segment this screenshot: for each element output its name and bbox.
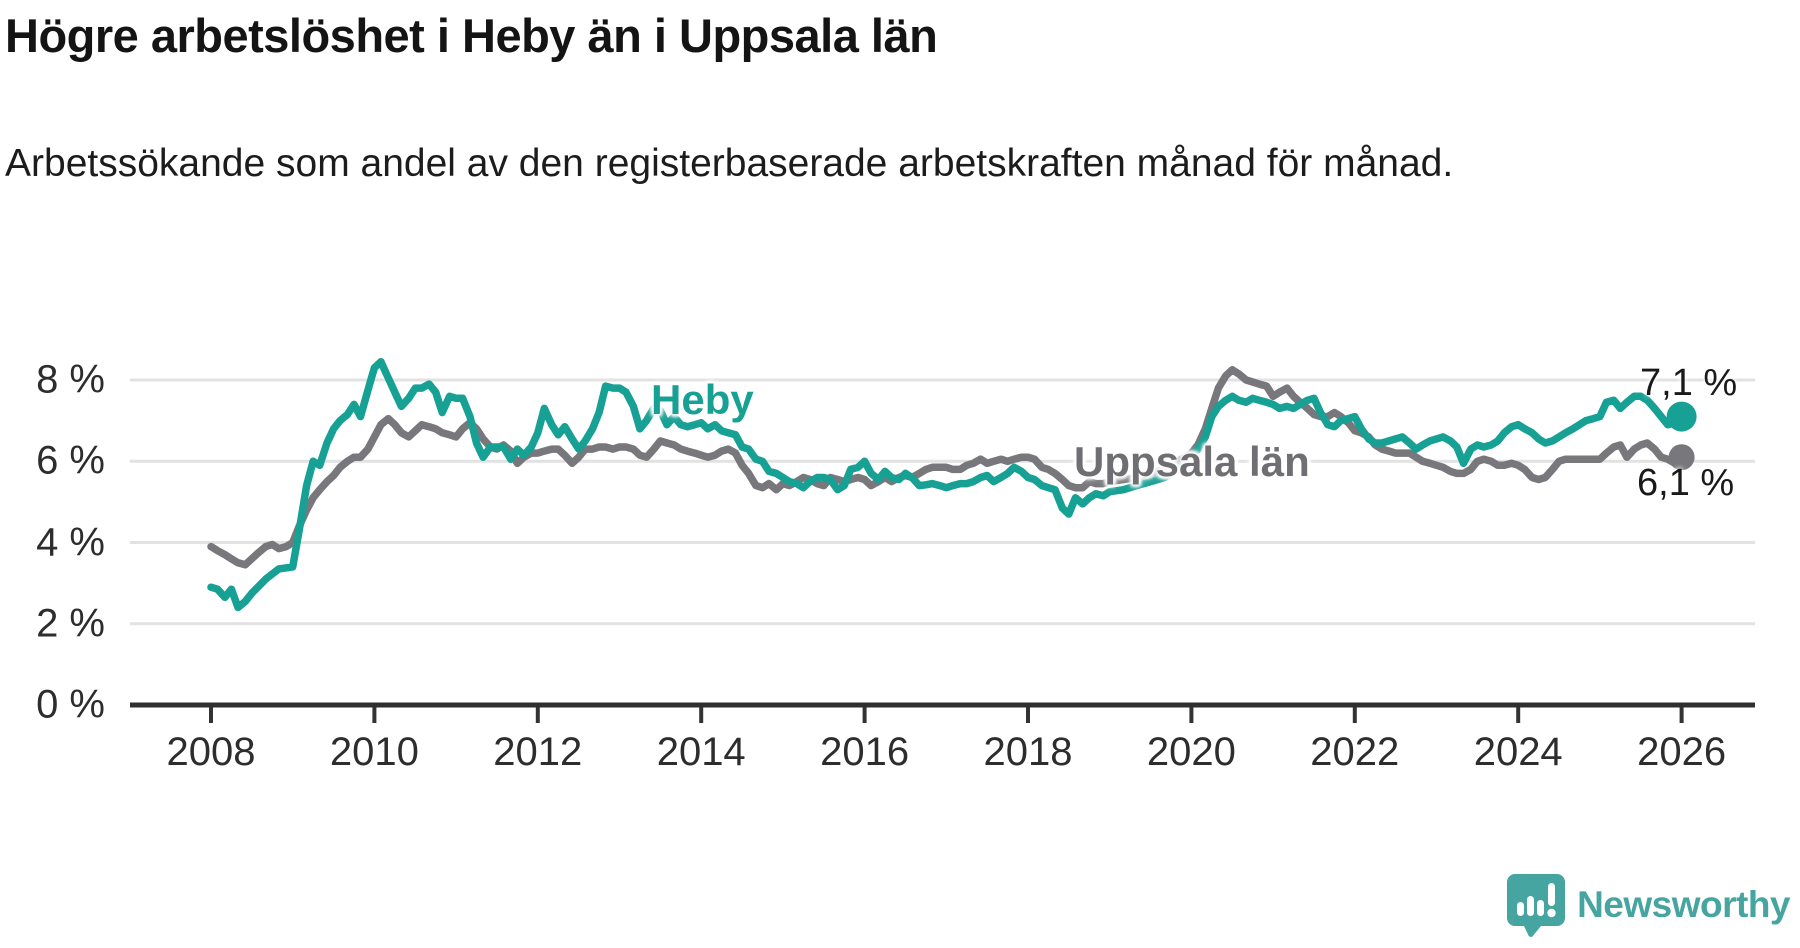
x-axis-label-2016: 2016 bbox=[820, 730, 910, 774]
series-label-heby: Heby bbox=[651, 376, 754, 423]
y-axis-label-0: 0 % bbox=[36, 682, 105, 727]
newsworthy-logo-text: Newsworthy bbox=[1577, 884, 1790, 925]
x-axis-label-2014: 2014 bbox=[656, 730, 746, 774]
end-value-label-uppsala: 6,1 % bbox=[1637, 462, 1735, 504]
x-axis-label-2026: 2026 bbox=[1637, 730, 1727, 774]
end-dot-uppsala bbox=[1668, 444, 1695, 471]
end-value-label-heby: 7,1 % bbox=[1640, 362, 1738, 404]
series-label-uppsala: Uppsala län bbox=[1074, 438, 1310, 485]
y-axis-label-6: 6 % bbox=[36, 438, 105, 483]
series-line-heby bbox=[207, 357, 1686, 612]
end-dot-heby bbox=[1666, 401, 1697, 432]
page-title: Högre arbetslöshet i Heby än i Uppsala l… bbox=[5, 9, 938, 62]
y-axis-label-4: 4 % bbox=[36, 520, 105, 564]
x-axis-label-2010: 2010 bbox=[329, 730, 419, 774]
x-axis-label-2012: 2012 bbox=[493, 730, 583, 774]
newsworthy-icon bbox=[1507, 872, 1566, 938]
x-axis-label-2008: 2008 bbox=[166, 730, 256, 774]
y-axis-label-8: 8 % bbox=[36, 357, 105, 402]
series-line-uppsala bbox=[207, 366, 1686, 569]
chart-subtitle: Arbetssökande som andel av den registerb… bbox=[5, 142, 1454, 185]
x-axis-label-2020: 2020 bbox=[1146, 730, 1236, 774]
x-axis-label-2024: 2024 bbox=[1473, 730, 1563, 774]
x-axis-label-2018: 2018 bbox=[983, 730, 1073, 774]
newsworthy-logo: Newsworthy bbox=[1507, 872, 1790, 938]
y-axis-label-2: 2 % bbox=[36, 601, 105, 646]
x-axis-label-2022: 2022 bbox=[1310, 730, 1400, 774]
